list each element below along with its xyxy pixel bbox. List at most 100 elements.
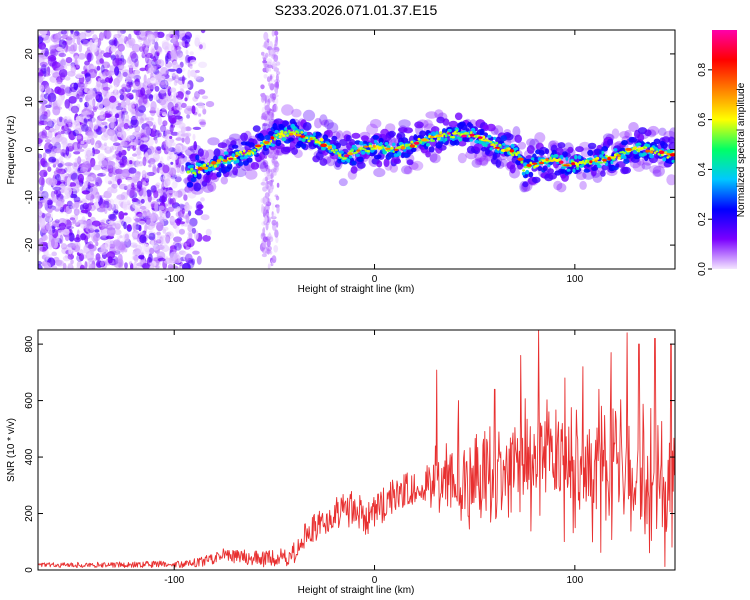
spectrogram-noise-speckle xyxy=(136,185,141,193)
spectrogram-peak-cell xyxy=(377,146,382,150)
spectrogram-noise-speckle xyxy=(54,147,62,154)
spectrogram-noise-speckle xyxy=(133,255,139,261)
spectrogram-noise-speckle xyxy=(102,61,111,69)
spectrogram-noise-speckle xyxy=(165,173,171,180)
spectrogram-signal-cell xyxy=(376,160,383,168)
spectrogram-signal-cell xyxy=(442,118,450,126)
spectrogram-noise-speckle xyxy=(154,59,162,65)
spectrogram-noise-speckle xyxy=(266,239,271,247)
spectrogram-noise-speckle xyxy=(38,36,44,44)
spectrogram-noise-speckle xyxy=(154,202,159,212)
spectrogram-peak-cell xyxy=(314,140,320,144)
spectrogram-signal-cell xyxy=(649,154,654,159)
spectrogram-noise-speckle xyxy=(97,77,104,83)
spectrogram-noise-speckle xyxy=(174,97,183,107)
spectrogram-noise-speckle xyxy=(138,105,147,113)
spectrogram-noise-speckle xyxy=(64,162,73,167)
spectrogram-noise-speckle xyxy=(130,204,136,212)
spectrogram-signal-cell xyxy=(641,162,651,170)
spectrogram-noise-speckle xyxy=(175,137,183,141)
spectrogram-noise-speckle xyxy=(68,204,74,209)
spectrogram-noise-speckle xyxy=(273,94,279,98)
spectrogram-noise-speckle xyxy=(199,121,207,126)
spectrogram-noise-speckle xyxy=(121,110,129,115)
spectrogram-noise-speckle xyxy=(128,33,132,40)
spectrogram-noise-speckle xyxy=(169,251,178,262)
spectrogram-noise-speckle xyxy=(77,167,83,174)
spectrogram-noise-speckle xyxy=(194,69,200,74)
spectrogram-signal-cell xyxy=(619,131,630,139)
spectrogram-noise-speckle xyxy=(145,120,154,127)
spectrogram-noise-speckle xyxy=(42,152,47,159)
spectrogram-peak-cell xyxy=(436,134,443,138)
spectrogram-noise-speckle xyxy=(38,217,46,228)
spectrogram-peak-cell xyxy=(344,154,349,158)
spectrogram-peak-cell xyxy=(327,146,332,150)
spectrogram-noise-speckle xyxy=(138,115,143,125)
spectrogram-signal-cell xyxy=(349,139,356,147)
spectrogram-signal-cell xyxy=(389,163,398,173)
spectrogram-noise-speckle xyxy=(86,52,94,62)
spectrogram-noise-speckle xyxy=(274,87,278,95)
spectrogram-noise-speckle xyxy=(75,116,82,122)
spectrogram-noise-speckle xyxy=(271,94,276,103)
spectrogram-noise-speckle xyxy=(81,83,88,88)
spectrogram-noise-speckle xyxy=(273,54,279,62)
spectrogram-noise-speckle xyxy=(112,36,117,46)
spectrogram-signal-cell xyxy=(207,181,217,192)
spectrogram-signal-cell xyxy=(621,140,628,146)
spectrogram-noise-speckle xyxy=(108,39,117,46)
spectrogram-noise-speckle xyxy=(92,164,102,171)
spectrogram-noise-speckle xyxy=(42,234,48,241)
spectrogram-noise-speckle xyxy=(184,97,188,102)
spectrogram-noise-speckle xyxy=(65,166,69,170)
spectrogram-noise-speckle xyxy=(38,190,45,194)
spectrogram-noise-speckle xyxy=(48,151,56,158)
spectrogram-noise-speckle xyxy=(81,124,89,132)
spectrogram-noise-speckle xyxy=(125,176,133,181)
spectrogram-noise-speckle xyxy=(49,44,58,50)
spectrogram-noise-speckle xyxy=(72,141,81,151)
spectrogram-noise-speckle xyxy=(86,175,92,182)
spectrogram-noise-speckle xyxy=(268,53,271,57)
spectrogram-noise-speckle xyxy=(150,213,157,222)
spectrogram-signal-cell xyxy=(652,148,655,151)
spectrogram-noise-speckle xyxy=(271,61,276,67)
spectrogram-noise-speckle xyxy=(264,119,268,125)
spectrogram-noise-speckle xyxy=(140,259,146,263)
spectrogram-noise-speckle xyxy=(70,64,75,69)
spectrogram-signal-cell xyxy=(439,131,443,135)
spectrogram-noise-speckle xyxy=(84,235,89,245)
spectrogram-noise-speckle xyxy=(132,81,142,91)
spectrogram-signal-cell xyxy=(525,169,530,175)
spectrogram-noise-speckle xyxy=(145,116,154,121)
spectrogram-signal-cell xyxy=(333,151,336,154)
spectrogram-signal-cell xyxy=(455,129,458,133)
spectrogram-noise-speckle xyxy=(167,177,176,182)
spectrogram-noise-speckle xyxy=(85,180,90,186)
spectrogram-noise-speckle xyxy=(270,168,275,174)
spectrogram-signal-cell xyxy=(487,134,492,138)
spectrogram-peak-cell xyxy=(234,154,239,158)
spectrogram-noise-speckle xyxy=(57,131,62,136)
spectrogram-peak-cell xyxy=(372,144,376,148)
spectrogram-signal-cell xyxy=(253,148,257,152)
spectrogram-noise-speckle xyxy=(122,199,131,205)
spectrogram-noise-speckle xyxy=(100,261,104,267)
spectrogram-noise-speckle xyxy=(180,102,187,108)
spectrogram-peak-cell xyxy=(578,161,585,164)
spectrogram-noise-speckle xyxy=(77,53,86,60)
spectrogram-signal-cell xyxy=(379,142,383,146)
spectrogram-noise-speckle xyxy=(114,162,120,169)
spectrogram-noise-speckle xyxy=(157,188,164,194)
spectrogram-noise-speckle xyxy=(38,120,45,126)
spectrogram-noise-speckle xyxy=(267,169,272,173)
spectrogram-noise-speckle xyxy=(139,205,147,210)
spectrogram-noise-speckle xyxy=(140,31,146,36)
spectrogram-signal-cell xyxy=(283,131,288,134)
spectrogram-signal-cell xyxy=(447,128,452,133)
spectrogram-noise-speckle xyxy=(261,92,266,101)
spectrogram-noise-speckle xyxy=(135,90,139,101)
spectrogram-signal-cell xyxy=(270,139,273,143)
spectrogram-signal-cell xyxy=(306,136,309,140)
